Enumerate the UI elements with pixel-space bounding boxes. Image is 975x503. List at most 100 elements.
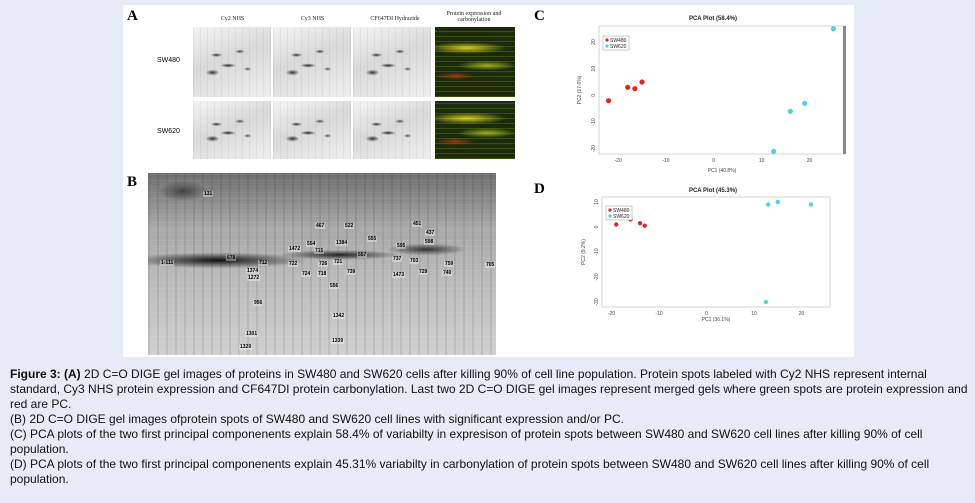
point-sw480 xyxy=(614,222,619,227)
point-sw480 xyxy=(625,84,631,90)
spot-label: 722 xyxy=(288,261,299,267)
legend-label-sw480: SW480 xyxy=(613,208,630,214)
spot-label: 522 xyxy=(344,223,355,229)
x-tick-label: 0 xyxy=(712,158,715,164)
legend-label-sw620: SW620 xyxy=(610,44,627,50)
spot-label: 595 xyxy=(396,243,407,249)
x-tick-label: 0 xyxy=(705,311,708,317)
caption-b: (B) 2D C=O DIGE gel images ofprotein spo… xyxy=(10,412,624,426)
spot-label: 1329 xyxy=(239,344,253,350)
spot-label: 1272 xyxy=(247,275,261,281)
y-axis-label: PC2 (9.2%) xyxy=(581,239,587,265)
spot-label: 554 xyxy=(306,241,317,247)
y-tick-label: -10 xyxy=(591,118,597,125)
legend-marker-sw620 xyxy=(605,44,609,48)
figure-caption: Figure 3: (A) 2D C=O DIGE gel images of … xyxy=(10,367,968,487)
pca-plot-c: PCA Plot (58.4%) -20 -10 0 10 20 20 10 0 -10 -20… xyxy=(577,16,846,174)
x-tick-label: 20 xyxy=(807,158,813,164)
spot-label: 555 xyxy=(367,236,378,242)
point-sw480 xyxy=(639,79,645,85)
point-sw620 xyxy=(771,148,777,154)
point-sw620 xyxy=(808,202,814,207)
spot-label: 739 xyxy=(346,269,357,275)
panel-a-letter: A xyxy=(127,8,138,24)
point-sw620 xyxy=(766,202,771,207)
y-tick-label: -20 xyxy=(594,273,600,280)
spot-label: 726 xyxy=(318,261,329,267)
legend-box xyxy=(605,205,633,221)
spot-label: 1473 xyxy=(392,272,406,278)
header-cf647: CF647DI Hydrazide xyxy=(370,16,420,22)
point-sw620 xyxy=(763,299,769,305)
gel-sw620-cf647 xyxy=(353,101,431,159)
spot-label: 705 xyxy=(485,262,496,268)
spot-label: 1-111 xyxy=(160,260,175,266)
caption-a: Figure 3: (A) 2D C=O DIGE gel images of … xyxy=(10,367,968,412)
spot-label: 737 xyxy=(392,256,403,262)
spot-label: 1472 xyxy=(288,246,302,252)
spot-label: 956 xyxy=(253,300,264,306)
spot-label: 712 xyxy=(258,260,269,266)
y-tick-label: -30 xyxy=(594,298,600,305)
x-tick-label: -20 xyxy=(615,158,622,164)
legend-marker-sw480 xyxy=(605,38,609,42)
gel-sw480-cf647 xyxy=(353,27,431,97)
y-tick-label: 10 xyxy=(594,199,600,205)
point-sw480 xyxy=(642,223,647,228)
y-axis-label: PC2 (17.6%) xyxy=(577,75,583,104)
x-axis-label: PC1 (36.1%) xyxy=(702,317,731,323)
caption-a-text: 2D C=O DIGE gel images of proteins in SW… xyxy=(10,367,968,411)
spot-label: 556 xyxy=(329,283,340,289)
header-cy2: Cy2 NHS xyxy=(220,16,245,22)
point-sw480 xyxy=(632,86,638,92)
spot-label: 557 xyxy=(357,252,368,258)
y-tick-label: 0 xyxy=(591,94,597,97)
gel-sw620-merged xyxy=(435,101,515,159)
gel-sw620-cy2 xyxy=(193,101,271,159)
point-sw620 xyxy=(830,26,837,32)
pca-title: PCA Plot (58.4%) xyxy=(689,16,737,22)
x-tick-label: -10 xyxy=(655,311,662,317)
point-sw480 xyxy=(637,221,643,226)
spot-label: 1374 xyxy=(246,268,260,274)
point-sw480 xyxy=(605,98,612,104)
legend-label-sw480: SW480 xyxy=(610,38,627,44)
x-tick-label: 10 xyxy=(751,311,757,317)
plot-edge xyxy=(843,26,846,154)
point-sw620 xyxy=(802,100,808,106)
x-tick-label: 20 xyxy=(799,311,805,317)
legend-box xyxy=(602,35,630,51)
gel-sw620-cy3 xyxy=(273,101,351,159)
y-tick-label: 10 xyxy=(591,66,597,72)
spot-label: 740 xyxy=(442,270,453,276)
figure-3: A Cy2 NHS Cy3 NHS CF647DI Hydrazide Prot… xyxy=(123,5,854,357)
point-sw620 xyxy=(775,199,780,205)
y-tick-label: -20 xyxy=(591,145,597,152)
panel-c-letter: C xyxy=(534,8,545,24)
caption-a-label: (A) xyxy=(64,367,81,381)
spot-label: 467 xyxy=(315,223,326,229)
point-sw620 xyxy=(787,108,793,114)
gel-sw480-cy2 xyxy=(193,27,271,97)
y-tick-label: -10 xyxy=(594,248,600,255)
spot-label: 703 xyxy=(409,258,420,264)
spot-label: 1339 xyxy=(331,338,345,344)
spot-label: 131 xyxy=(203,191,214,197)
spot-label: 437 xyxy=(425,230,436,236)
row-label-sw480: SW480 xyxy=(157,57,180,64)
spot-label: 715 xyxy=(314,248,325,254)
row-label-sw620: SW620 xyxy=(157,128,180,135)
pca-plot-d: PCA Plot (45.3%) -20 -10 0 10 20 10 0 -10 -20 -3… xyxy=(581,188,831,323)
spot-label: 1342 xyxy=(332,313,346,319)
legend-marker-sw620 xyxy=(608,214,612,218)
spot-label: 1301 xyxy=(245,331,259,337)
header-cy3: Cy3 NHS xyxy=(300,16,325,22)
x-axis-label: PC1 (40.8%) xyxy=(708,168,737,174)
plot-frame xyxy=(601,196,831,308)
legend-label-sw620: SW620 xyxy=(613,214,630,220)
gel-sw480-merged xyxy=(435,27,515,97)
y-tick-label: 0 xyxy=(594,225,600,228)
spot-label: 1384 xyxy=(335,240,349,246)
spot-label: 451 xyxy=(412,221,423,227)
gel-annotated: 131 1-111 678 712 722 1374 1272 956 1301… xyxy=(148,173,496,355)
